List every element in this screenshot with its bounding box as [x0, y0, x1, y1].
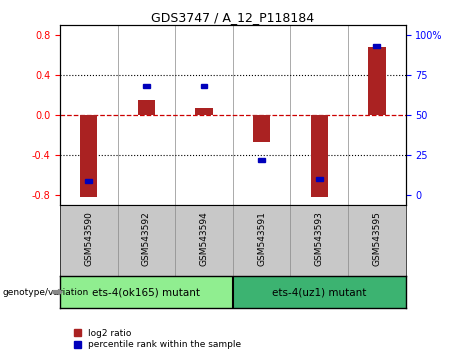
- Legend: log2 ratio, percentile rank within the sample: log2 ratio, percentile rank within the s…: [74, 329, 241, 349]
- Text: GSM543590: GSM543590: [84, 211, 93, 266]
- Text: GSM543595: GSM543595: [372, 211, 381, 266]
- Text: GSM543591: GSM543591: [257, 211, 266, 266]
- Text: GSM543593: GSM543593: [315, 211, 324, 266]
- Bar: [195, 108, 213, 115]
- Bar: [316, 177, 323, 181]
- Bar: [138, 100, 155, 115]
- Bar: [85, 179, 92, 183]
- Bar: [258, 158, 265, 162]
- Bar: [253, 115, 270, 142]
- Bar: [233, 276, 406, 308]
- Text: genotype/variation: genotype/variation: [2, 287, 89, 297]
- Text: GSM543594: GSM543594: [200, 211, 208, 266]
- Bar: [143, 84, 150, 88]
- Bar: [201, 84, 207, 88]
- Bar: [80, 115, 97, 197]
- Title: GDS3747 / A_12_P118184: GDS3747 / A_12_P118184: [151, 11, 314, 24]
- Bar: [368, 47, 385, 115]
- Text: ets-4(ok165) mutant: ets-4(ok165) mutant: [92, 287, 201, 297]
- Bar: [373, 44, 380, 48]
- Text: GSM543592: GSM543592: [142, 211, 151, 266]
- Text: ets-4(uz1) mutant: ets-4(uz1) mutant: [272, 287, 366, 297]
- Bar: [311, 115, 328, 197]
